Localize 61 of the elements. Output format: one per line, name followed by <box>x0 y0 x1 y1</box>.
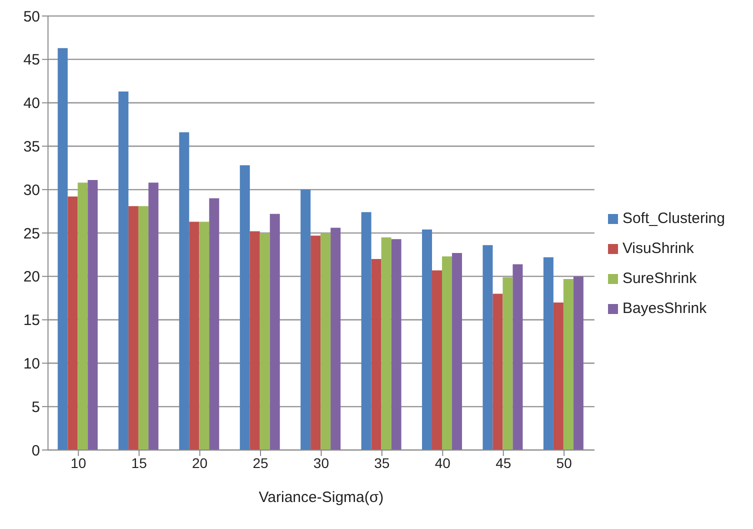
x-tick-label: 40 <box>434 454 451 471</box>
x-tick-label: 35 <box>374 454 390 471</box>
y-tick-label: 10 <box>23 356 40 373</box>
bar <box>512 264 523 450</box>
bar <box>250 231 260 450</box>
bar <box>68 196 78 450</box>
y-tick-label: 50 <box>23 8 40 26</box>
bar <box>128 206 138 450</box>
y-tick-label: 0 <box>32 442 40 460</box>
legend-label: VisuShrink <box>622 240 694 257</box>
bar <box>260 233 270 450</box>
bar <box>391 239 402 450</box>
x-tick-label: 50 <box>556 454 572 471</box>
y-tick-label: 20 <box>23 268 40 286</box>
bar <box>553 302 564 450</box>
bar <box>78 182 88 450</box>
bar <box>371 259 382 450</box>
bar <box>179 132 190 450</box>
bar <box>199 222 210 450</box>
y-tick-label: 40 <box>23 95 40 112</box>
bar <box>148 182 158 450</box>
y-tick-label: 45 <box>23 52 40 69</box>
legend-label: SureShrink <box>622 270 697 287</box>
bar <box>422 230 432 450</box>
x-axis-title: Variance-Sigma(σ) <box>258 489 384 506</box>
x-tick-label: 25 <box>252 454 268 471</box>
bar <box>310 236 321 450</box>
y-tick-label: 25 <box>23 225 40 242</box>
bar <box>361 212 372 450</box>
y-tick-label: 35 <box>23 138 40 156</box>
bar <box>563 279 574 450</box>
x-tick-label: 15 <box>131 454 148 471</box>
bar <box>432 270 442 450</box>
bar <box>381 237 392 450</box>
y-tick-label: 15 <box>23 312 40 330</box>
bar <box>138 206 148 450</box>
x-tick-label: 45 <box>496 454 512 471</box>
y-tick-label: 5 <box>32 398 40 416</box>
bar <box>320 233 331 450</box>
legend-label: Soft_Clustering <box>622 210 725 227</box>
bar <box>118 92 128 450</box>
bar <box>502 277 513 450</box>
bar <box>482 245 493 450</box>
bar <box>58 48 68 450</box>
bar <box>442 256 452 450</box>
y-tick-label: 30 <box>23 182 40 199</box>
bar <box>88 180 98 450</box>
x-tick-label: 30 <box>313 454 330 471</box>
bar <box>452 252 462 450</box>
bar <box>270 214 280 450</box>
bar <box>189 222 200 450</box>
bar <box>330 228 341 450</box>
bar <box>543 257 554 450</box>
bar <box>209 198 220 450</box>
bar <box>300 190 311 450</box>
x-tick-label: 20 <box>192 454 208 471</box>
legend-label: BayesShrink <box>622 300 707 317</box>
x-tick-label: 10 <box>70 454 86 471</box>
bar <box>240 165 250 450</box>
bar <box>573 276 584 450</box>
bar <box>492 294 503 450</box>
